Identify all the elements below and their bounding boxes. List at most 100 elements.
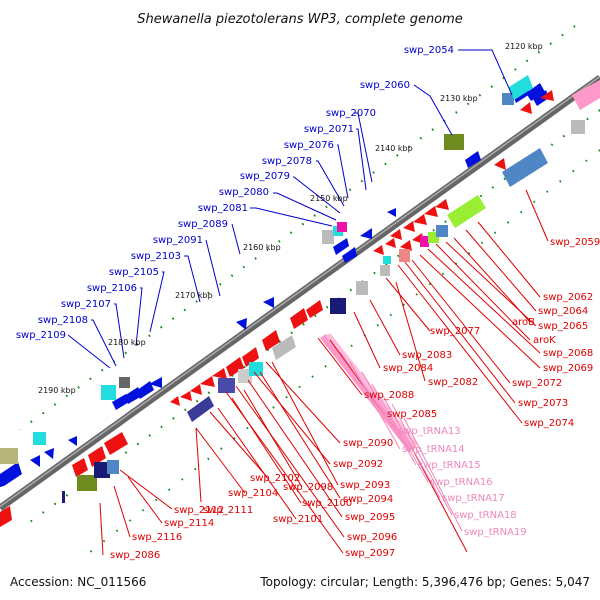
gene-label: swp_2114	[164, 518, 214, 529]
gene-grey	[119, 377, 130, 388]
gene	[30, 455, 40, 467]
gene-label: swp_2098	[283, 482, 333, 493]
gene-cyan	[249, 362, 263, 376]
gene	[226, 357, 244, 377]
map-title: Shewanella piezotolerans WP3, complete g…	[137, 12, 463, 27]
trna-label: swp_tRNA13	[398, 426, 461, 437]
gene-grey	[238, 369, 252, 383]
kbp-labels: 2120 kbp 2130 kbp 2140 kbp 2150 kbp 2160 kbp…	[38, 42, 543, 395]
trna-label: swp_tRNA18	[454, 510, 517, 521]
gene-steel	[436, 225, 448, 237]
gene-label: aroB	[512, 317, 535, 328]
genome-backbone-highlight	[0, 75, 600, 508]
gene-label: swp_2105	[109, 267, 159, 278]
gene-cyan	[33, 432, 46, 445]
pink-leader-lines	[339, 351, 463, 532]
tick-rows	[19, 25, 600, 561]
kbp-label: 2140 kbp	[375, 144, 413, 153]
gene-magenta	[420, 236, 429, 247]
gene	[104, 432, 128, 455]
gene-label: swp_2097	[345, 548, 395, 559]
gene-label: swp_2059	[550, 237, 600, 248]
gene-label: swp_2090	[343, 438, 393, 449]
gene-grey	[272, 335, 296, 360]
gene	[413, 214, 427, 225]
gene-grey	[356, 281, 368, 295]
gene	[290, 308, 308, 329]
genes-forward-blue	[0, 83, 549, 487]
gene-label: swp_2086	[110, 550, 160, 561]
gene	[242, 347, 259, 367]
gene	[149, 377, 162, 388]
gene-cyan	[509, 75, 533, 100]
gene-label: swp_2101	[273, 514, 323, 525]
gene-label: swp_2104	[228, 488, 278, 499]
gene-label: swp_2054	[404, 45, 454, 56]
gene	[0, 506, 12, 527]
gene-navy	[62, 491, 65, 503]
gene-label: swp_2116	[132, 532, 182, 543]
gene	[435, 199, 449, 210]
gene-label: swp_2069	[543, 363, 593, 374]
gene-label: swp_2071	[304, 124, 354, 135]
gene-grey	[322, 230, 334, 244]
gene	[403, 221, 415, 232]
gene-salmon	[399, 249, 410, 262]
gene-pink	[572, 80, 600, 110]
gene	[400, 240, 412, 251]
gene-label: swp_2109	[16, 330, 66, 341]
gene	[68, 436, 77, 446]
gene-navy	[94, 462, 110, 478]
gene	[360, 228, 372, 239]
gene-label: swp_2062	[543, 292, 593, 303]
gene-magenta	[337, 222, 347, 232]
gene-label: swp_2060	[360, 80, 410, 91]
gene	[72, 458, 88, 477]
trna-label: swp_tRNA17	[442, 493, 505, 504]
genome-summary-text: Topology: circular; Length: 5,396,476 bp…	[259, 575, 590, 589]
gene-label: swp_2100	[302, 498, 352, 509]
gene	[263, 297, 274, 308]
gene-label: swp_2103	[131, 251, 181, 262]
gene-swp-2055	[526, 83, 545, 101]
gene-label: swp_2076	[284, 140, 334, 151]
gene	[170, 396, 180, 406]
gene-grey	[571, 120, 585, 134]
kbp-label: 2160 kbp	[243, 243, 281, 252]
gene-grey	[380, 265, 390, 276]
gene	[180, 391, 192, 401]
gene-label: swp_2078	[262, 156, 312, 167]
gene-label: swp_2070	[326, 108, 376, 119]
gene	[342, 247, 357, 263]
trna-label: swp_tRNA14	[402, 444, 465, 455]
genes-forward-other	[0, 75, 533, 464]
gene-label: aroK	[533, 335, 556, 346]
gene	[212, 368, 227, 379]
pink-feature-labels: swp_tRNA13 swp_tRNA14 swp_tRNA15 swp_tRNA16…	[398, 426, 527, 538]
kbp-label: 2120 kbp	[505, 42, 543, 51]
gene-label: swp_2065	[538, 321, 588, 332]
gene-label: swp_2093	[340, 480, 390, 491]
blue-feature-labels: swp_2054 swp_2060 swp_2070 swp_2071 swp_2076…	[16, 45, 454, 341]
blue-leader-lines	[67, 49, 513, 369]
gene-label: swp_2096	[347, 532, 397, 543]
gene-label: swp_2107	[61, 299, 111, 310]
gene-navy	[330, 298, 346, 314]
gene	[520, 102, 532, 114]
gene-label: swp_2091	[153, 235, 203, 246]
gene	[390, 229, 402, 240]
kbp-label: 2190 kbp	[38, 386, 76, 395]
gene-label: swp_2085	[387, 409, 437, 420]
gene	[262, 330, 280, 351]
kbp-label: 2150 kbp	[310, 194, 348, 203]
gene-label: swp_2089	[178, 219, 228, 230]
gene-label: swp_2073	[518, 398, 568, 409]
gene-label: swp_2102	[250, 473, 300, 484]
kbp-label: 2170 kbp	[175, 291, 213, 300]
kbp-label: 2130 kbp	[440, 94, 478, 103]
gene	[540, 90, 554, 101]
genes-reverse-red	[0, 90, 554, 527]
gene	[236, 318, 247, 330]
